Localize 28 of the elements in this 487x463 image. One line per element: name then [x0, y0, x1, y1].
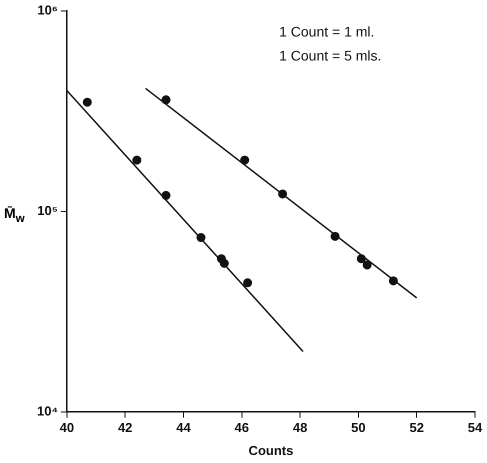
- x-tick-label: 46: [234, 420, 250, 436]
- point: [388, 276, 398, 286]
- point: [220, 258, 229, 268]
- x-tick-label: 44: [176, 420, 192, 436]
- point: [278, 189, 288, 198]
- y-axis-title: M̄$_{w}$: [4, 205, 25, 225]
- point: [162, 190, 171, 200]
- y-tick-label: 10⁴: [37, 403, 58, 418]
- point: [356, 254, 366, 264]
- y-tick-label: 10⁶: [37, 2, 58, 18]
- x-tick-label: 54: [468, 420, 483, 436]
- x-tick-label: 50: [351, 420, 366, 436]
- point: [132, 156, 142, 165]
- point: [362, 260, 372, 270]
- point: [82, 98, 92, 107]
- x-axis-title: Counts: [248, 442, 294, 458]
- y-tick-label: 10⁵: [37, 202, 58, 218]
- x-tick-label: 48: [292, 420, 308, 436]
- annotation: 1 Count = 1 ml.: [279, 24, 374, 40]
- point: [240, 156, 250, 165]
- x-tick-label: 42: [118, 420, 132, 436]
- point: [162, 95, 171, 104]
- point: [330, 232, 340, 241]
- annotation: 1 Count = 5 mls.: [279, 48, 382, 64]
- point: [243, 278, 252, 288]
- point: [196, 233, 206, 242]
- x-tick-label: 40: [60, 420, 74, 436]
- x-tick-label: 52: [409, 420, 424, 436]
